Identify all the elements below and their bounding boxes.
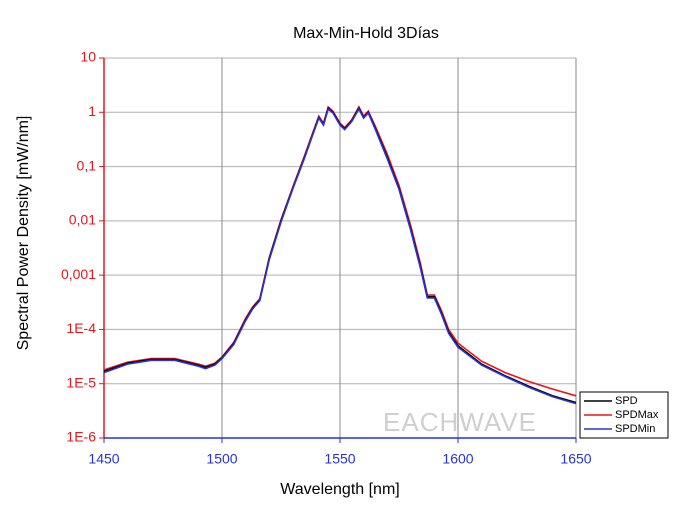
y-tick-label: 1E-5 [66,374,96,390]
y-tick-label: 10 [80,49,96,65]
y-tick-label: 1E-4 [66,320,96,336]
y-axis-label: Spectral Power Density [mW/nm] [15,116,32,351]
x-tick-label: 1550 [324,451,355,467]
legend-label: SPD [615,395,638,407]
x-tick-label: 1450 [88,451,119,467]
watermark: EACHWAVE [383,407,537,437]
y-tick-label: 0,001 [61,266,96,282]
y-tick-label: 0,01 [69,212,96,228]
series-line [103,107,577,405]
y-tick-label: 1E-6 [66,429,96,445]
legend-label: SPDMin [615,423,655,435]
y-tick-label: 1 [88,103,96,119]
x-tick-label: 1650 [560,451,591,467]
x-tick-label: 1500 [206,451,237,467]
x-tick-label: 1600 [442,451,473,467]
legend-label: SPDMax [615,409,659,421]
y-tick-label: 0,1 [77,157,97,173]
chart-title: Max-Min-Hold 3Días [293,25,439,42]
x-axis-label: Wavelength [nm] [280,481,399,498]
